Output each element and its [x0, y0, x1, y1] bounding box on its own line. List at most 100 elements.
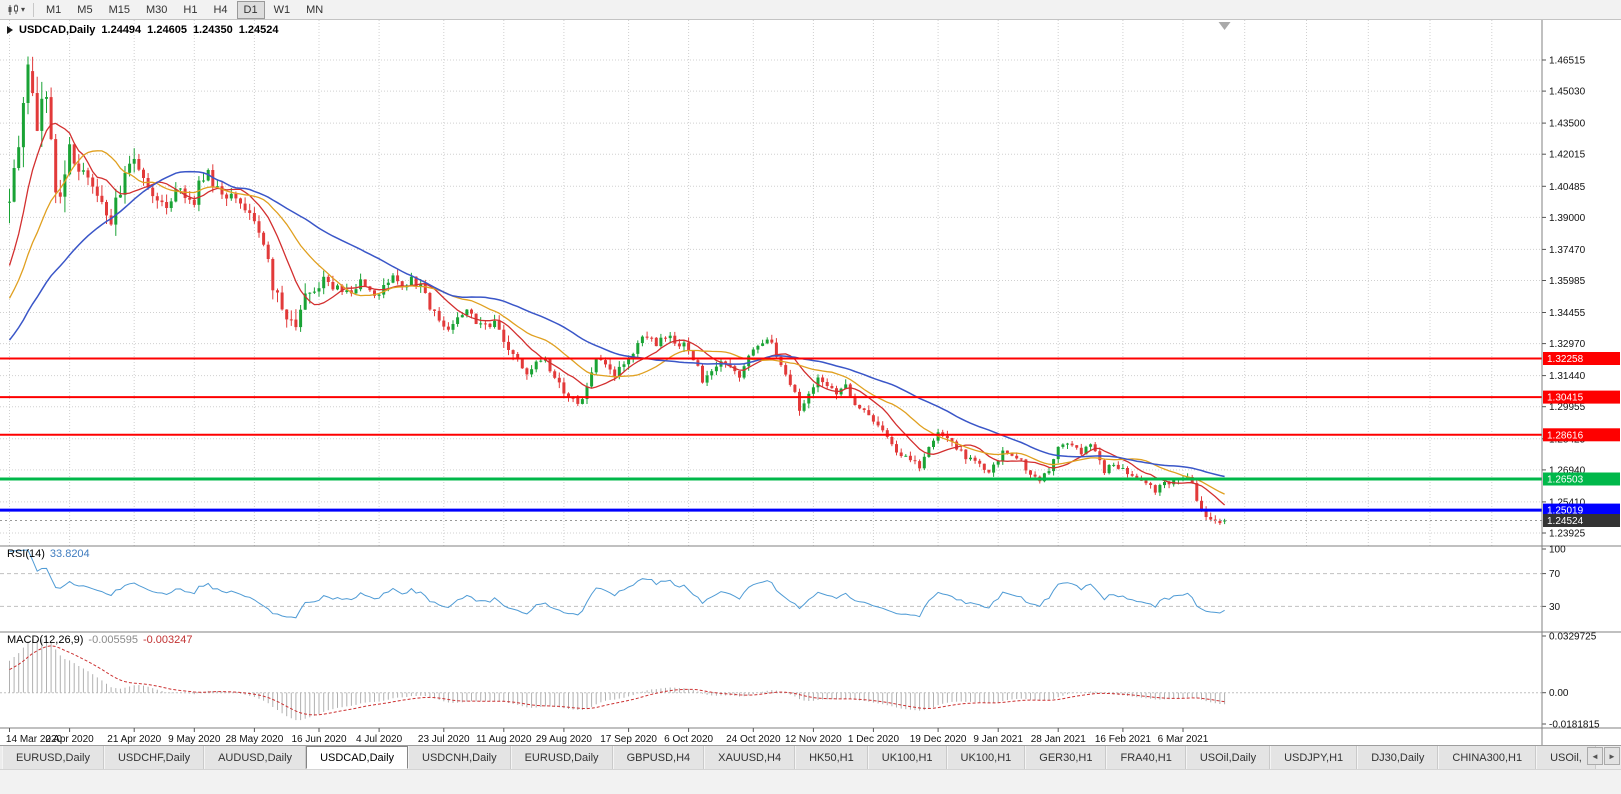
svg-text:24 Oct 2020: 24 Oct 2020: [726, 734, 781, 745]
tab-scroll-left-icon[interactable]: ◄: [1587, 747, 1603, 765]
chart-tab-uk100-h1[interactable]: UK100,H1: [946, 746, 1026, 769]
chart-tabs-bar: EURUSD,Daily USDCHF,Daily AUDUSD,Daily USDC…: [0, 745, 1621, 769]
timeframe-button-m1[interactable]: M1: [46, 3, 62, 16]
rsi-panel: 100 70 30: [0, 545, 1621, 619]
svg-text:1.32258: 1.32258: [1547, 354, 1584, 365]
tab-scroll-buttons: ◄ ►: [1587, 747, 1620, 765]
svg-text:70: 70: [1549, 569, 1561, 580]
chart-tab-hk50-h1[interactable]: HK50,H1: [795, 746, 868, 769]
horizontal-level-lines[interactable]: [0, 357, 1542, 521]
tab-scroll-right-icon[interactable]: ►: [1604, 747, 1620, 765]
svg-text:16 Jun 2020: 16 Jun 2020: [292, 734, 347, 745]
svg-text:12 Nov 2020: 12 Nov 2020: [785, 734, 842, 745]
svg-text:6 Mar 2021: 6 Mar 2021: [1158, 734, 1209, 745]
chart-tab-ger30-h1[interactable]: GER30,H1: [1025, 746, 1107, 769]
svg-text:1.35985: 1.35985: [1549, 276, 1586, 287]
chart-ohlc-title: USDCAD,Daily 1.24494 1.24605 1.24350 1.2…: [7, 24, 278, 36]
timeframe-button-m15[interactable]: M15: [108, 3, 130, 16]
timeframe-button-h1[interactable]: H1: [183, 3, 198, 16]
svg-text:16 Feb 2021: 16 Feb 2021: [1095, 734, 1152, 745]
chart-tab-eurusd-daily[interactable]: EURUSD,Daily: [510, 746, 613, 769]
svg-text:0.00: 0.00: [1549, 688, 1569, 699]
moving-averages: [8, 122, 1226, 506]
timeframe-button-mn[interactable]: MN: [306, 3, 324, 16]
chart-grid: [0, 20, 1542, 546]
svg-text:4 Jul 2020: 4 Jul 2020: [356, 734, 403, 745]
rsi-indicator-label: RSI(14) 33.8204: [7, 548, 90, 560]
timeframe-button-d1[interactable]: D1: [236, 0, 265, 19]
chart-symbol-period: USDCAD,Daily: [19, 24, 96, 36]
chart-region[interactable]: 100 70 30 0.0329725 0.00 -0.0181815 14 Mar 202…: [0, 20, 1621, 745]
timeframe-toolbar: ▾ M1 M5 M15 M30 H1 H4 D1 W1 MN: [0, 0, 1621, 20]
ohlc-low: 1.24350: [192, 24, 233, 36]
rsi-indicator-name: RSI(14): [7, 548, 45, 560]
svg-text:17 Sep 2020: 17 Sep 2020: [600, 734, 657, 745]
svg-text:21 Apr 2020: 21 Apr 2020: [107, 734, 161, 745]
svg-text:1.28616: 1.28616: [1547, 430, 1584, 441]
timeframe-buttons-group: M1 M5 M15 M30 H1 H4 D1 W1 MN: [39, 0, 330, 19]
svg-text:1.45030: 1.45030: [1549, 87, 1586, 98]
chart-marker-icon: [7, 26, 13, 34]
chart-tab-usdcnh-daily[interactable]: USDCNH,Daily: [408, 746, 511, 769]
svg-text:1.43500: 1.43500: [1549, 119, 1586, 130]
chart-tab-usdjpy-h1[interactable]: USDJPY,H1: [1270, 746, 1358, 769]
candlestick-chart-icon: [8, 4, 18, 15]
timeframe-button-w1[interactable]: W1: [273, 3, 291, 16]
svg-text:1.42015: 1.42015: [1549, 150, 1586, 161]
rsi-value: 33.8204: [49, 548, 90, 560]
toolbar-separator: [33, 2, 35, 17]
ohlc-close: 1.24524: [238, 24, 279, 36]
chart-tab-usdchf-daily[interactable]: USDCHF,Daily: [103, 746, 205, 769]
svg-text:0.0329725: 0.0329725: [1549, 632, 1597, 643]
chart-tab-usdcad-daily[interactable]: USDCAD,Daily: [306, 746, 409, 769]
svg-text:1.29955: 1.29955: [1549, 402, 1586, 413]
svg-text:1.40485: 1.40485: [1549, 182, 1586, 193]
chart-tab-audusd-daily[interactable]: AUDUSD,Daily: [204, 746, 307, 769]
dropdown-caret-icon: ▾: [21, 4, 26, 14]
svg-text:1.26940: 1.26940: [1549, 465, 1586, 476]
svg-text:1.32970: 1.32970: [1549, 339, 1586, 350]
svg-text:23 Jul 2020: 23 Jul 2020: [418, 734, 470, 745]
svg-text:1.31440: 1.31440: [1549, 371, 1586, 382]
chart-tab-fra40-h1[interactable]: FRA40,H1: [1106, 746, 1186, 769]
timeframe-button-m5[interactable]: M5: [77, 3, 93, 16]
timeframe-button-m30[interactable]: M30: [145, 3, 168, 16]
chart-tab-china300-h1[interactable]: CHINA300,H1: [1438, 746, 1537, 769]
macd-main-value: -0.005595: [88, 634, 138, 646]
chart-type-button[interactable]: ▾: [4, 3, 28, 17]
svg-text:1.46515: 1.46515: [1549, 56, 1586, 67]
svg-text:1.23925: 1.23925: [1549, 529, 1586, 540]
svg-text:2 Apr 2020: 2 Apr 2020: [45, 734, 94, 745]
macd-signal-value: -0.003247: [142, 634, 193, 646]
candlestick-series: [8, 56, 1227, 525]
price-axis: 1.46515 1.45030 1.43500 1.42015 1.40485 1.390…: [1541, 20, 1586, 745]
svg-text:100: 100: [1549, 545, 1566, 556]
svg-text:28 Jan 2021: 28 Jan 2021: [1031, 734, 1086, 745]
chart-tab-xauusd-h4[interactable]: XAUUSD,H4: [704, 746, 796, 769]
status-bar: [0, 769, 1621, 794]
svg-text:6 Oct 2020: 6 Oct 2020: [664, 734, 713, 745]
macd-panel: 0.0329725 0.00 -0.0181815: [0, 631, 1621, 731]
svg-text:-0.0181815: -0.0181815: [1549, 720, 1600, 731]
svg-text:14 Mar 2020: 14 Mar 2020: [6, 734, 63, 745]
svg-text:9 May 2020: 9 May 2020: [168, 734, 221, 745]
svg-text:19 Dec 2020: 19 Dec 2020: [910, 734, 967, 745]
svg-text:1.30415: 1.30415: [1547, 393, 1584, 404]
svg-text:1.34455: 1.34455: [1549, 308, 1586, 319]
chart-tab-uk100-h1[interactable]: UK100,H1: [867, 746, 947, 769]
chart-tab-eurusd-daily[interactable]: EURUSD,Daily: [2, 746, 104, 769]
timeframe-button-h4[interactable]: H4: [213, 3, 228, 16]
svg-text:29 Aug 2020: 29 Aug 2020: [536, 734, 593, 745]
chart-tab-usoil[interactable]: USOil,: [1536, 746, 1596, 769]
svg-text:1.25410: 1.25410: [1549, 497, 1586, 508]
svg-text:1.25019: 1.25019: [1547, 506, 1584, 517]
chart-shift-marker-icon[interactable]: [1218, 22, 1231, 30]
chart-tab-dj30-daily[interactable]: DJ30,Daily: [1357, 746, 1439, 769]
macd-indicator-name: MACD(12,26,9): [7, 634, 84, 646]
svg-text:1.39000: 1.39000: [1549, 213, 1586, 224]
chart-tab-usoil-daily[interactable]: USOil,Daily: [1185, 746, 1271, 769]
price-level-tags: 1.32258 1.30415 1.28616 1.26503 1.250191.245…: [1543, 352, 1620, 527]
chart-tab-gbpusd-h4[interactable]: GBPUSD,H4: [612, 746, 705, 769]
